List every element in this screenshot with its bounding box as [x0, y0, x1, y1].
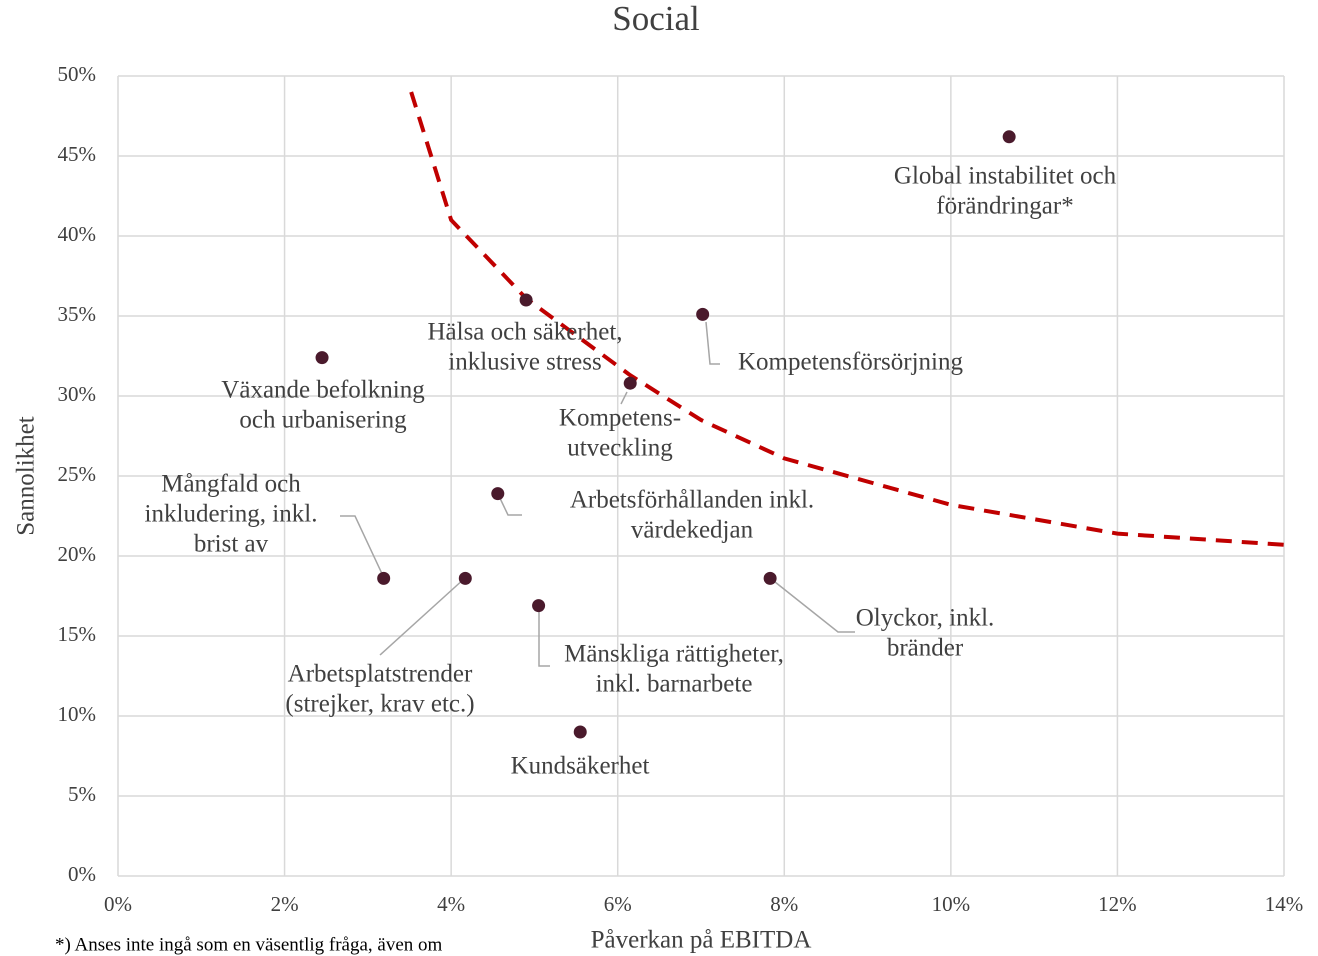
- x-tick-label: 10%: [932, 892, 971, 916]
- leader-line: [340, 515, 385, 579]
- y-tick-label: 10%: [58, 702, 97, 726]
- point-label: bränder: [887, 635, 964, 662]
- point: [623, 376, 637, 390]
- point: [1002, 130, 1016, 144]
- point-label: förändringar*: [936, 193, 1073, 220]
- point: [377, 571, 391, 585]
- y-tick-label: 50%: [58, 62, 97, 86]
- point-label: värdekedjan: [631, 517, 754, 544]
- point: [532, 599, 546, 613]
- point-label: Kompetens-: [559, 405, 681, 432]
- y-tick-label: 25%: [58, 462, 97, 486]
- x-tick-label: 4%: [437, 892, 465, 916]
- y-axis-label: Sannolikhet: [13, 416, 40, 535]
- point-label: Mänskliga rättigheter,: [564, 641, 784, 668]
- leader-line: [538, 606, 550, 667]
- leader-line: [497, 493, 522, 516]
- point: [763, 571, 777, 585]
- point: [519, 293, 533, 307]
- point: [315, 351, 329, 365]
- leader-line: [620, 391, 628, 405]
- leader-line: [379, 577, 466, 656]
- point-label: inklusive stress: [448, 349, 601, 376]
- point-label: och urbanisering: [239, 407, 407, 434]
- point-label: Olyckor, inkl.: [856, 605, 995, 632]
- point-label: Arbetsförhållanden inkl.: [570, 487, 814, 514]
- point-label: inkl. barnarbete: [596, 671, 753, 698]
- x-tick-label: 6%: [604, 892, 632, 916]
- point: [573, 725, 587, 739]
- x-tick-label: 0%: [104, 892, 132, 916]
- x-tick-label: 12%: [1098, 892, 1137, 916]
- point-label: inkludering, inkl.: [145, 501, 318, 528]
- point-label: Global instabilitet och: [894, 163, 1117, 190]
- y-tick-label: 40%: [58, 222, 97, 246]
- point: [491, 487, 505, 501]
- x-tick-label: 8%: [770, 892, 798, 916]
- leader-line: [769, 577, 855, 633]
- y-tick-label: 30%: [58, 382, 97, 406]
- point: [458, 571, 472, 585]
- point-label: brist av: [194, 531, 269, 558]
- leader-line: [705, 321, 720, 365]
- point-label: Arbetsplatstrender: [288, 661, 473, 688]
- point-label: Mångfald och: [161, 471, 301, 498]
- y-tick-label: 45%: [58, 142, 97, 166]
- point-label: utveckling: [567, 435, 673, 462]
- y-tick-label: 35%: [58, 302, 97, 326]
- point-label: Hälsa och säkerhet,: [427, 319, 622, 346]
- chart-title: Social: [612, 0, 700, 38]
- point: [696, 307, 710, 321]
- point-label: Växande befolkning: [221, 377, 425, 404]
- x-axis-label: Påverkan på EBITDA: [591, 927, 812, 954]
- y-tick-label: 20%: [58, 542, 97, 566]
- y-tick-label: 5%: [68, 782, 96, 806]
- y-tick-label: 15%: [58, 622, 97, 646]
- footnote: *) Anses inte ingå som en väsentlig fråg…: [55, 934, 443, 955]
- x-tick-label: 2%: [271, 892, 299, 916]
- point-label: Kundsäkerhet: [511, 753, 650, 780]
- threshold-curve: [409, 91, 1285, 547]
- point-label: (strejker, krav etc.): [285, 691, 474, 718]
- y-tick-label: 0%: [68, 862, 96, 886]
- point-label: Kompetensförsörjning: [738, 349, 963, 376]
- x-tick-label: 14%: [1265, 892, 1304, 916]
